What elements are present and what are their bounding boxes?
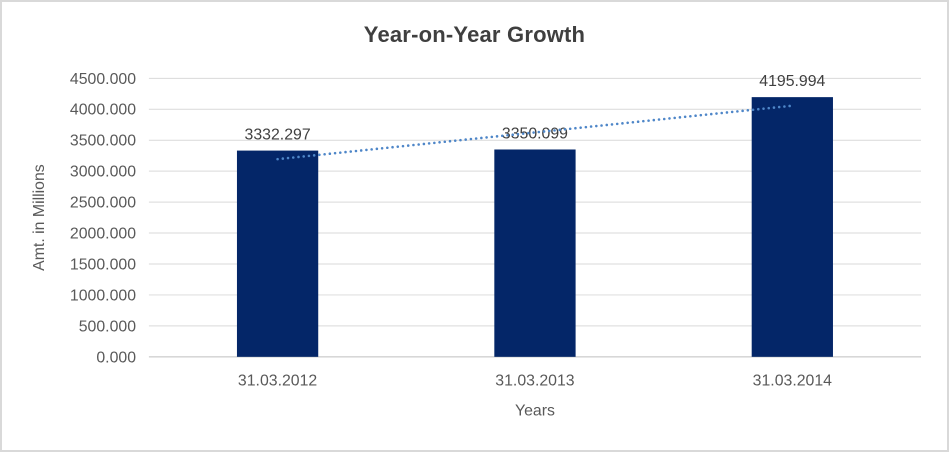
bar [751,97,833,357]
x-category-label: 31.03.2012 [238,373,317,390]
y-tick-label: 3500.000 [70,133,136,150]
y-tick-label: 4000.000 [70,102,136,119]
x-category-label: 31.03.2014 [753,373,832,390]
data-label: 4195.994 [759,73,825,90]
y-tick-label: 3000.000 [70,164,136,181]
y-tick-label: 2000.000 [70,225,136,242]
x-category-label: 31.03.2013 [495,373,574,390]
y-tick-label: 4500.000 [70,71,136,88]
y-axis-title: Amt. in Millions [31,164,48,271]
trendline [276,104,794,161]
y-tick-label: 500.000 [79,318,136,335]
bar [494,149,576,357]
data-label: 3332.297 [245,127,311,144]
y-tick-label: 1000.000 [70,287,136,304]
bar [236,150,319,357]
x-axis-title: Years [515,402,555,419]
y-tick-label: 1500.000 [70,256,136,273]
data-label: 3350.099 [502,126,568,143]
y-tick-label: 2500.000 [70,195,136,212]
chart-title: Year-on-Year Growth [363,22,586,47]
y-tick-label: 0.000 [96,349,136,366]
